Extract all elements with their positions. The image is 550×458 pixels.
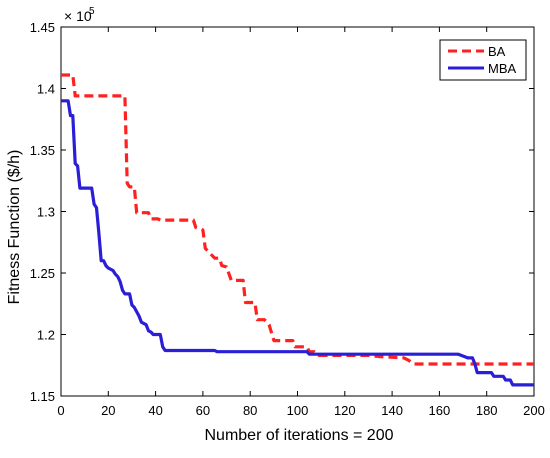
x-tick-label: 200 [523, 403, 545, 418]
x-axis-label: Number of iterations = 200 [205, 427, 394, 444]
y-multiplier-base: × 10 [64, 8, 92, 24]
y-tick-label: 1.35 [30, 143, 55, 158]
y-multiplier-exponent: 5 [89, 6, 95, 17]
x-tick-label: 20 [101, 403, 115, 418]
y-tick-label: 1.15 [30, 389, 55, 404]
y-tick-label: 1.3 [37, 205, 55, 220]
plot-area [60, 26, 535, 397]
x-tick-label: 100 [287, 403, 309, 418]
x-tick-label: 140 [381, 403, 403, 418]
x-tick-label: 120 [334, 403, 356, 418]
series-layer [61, 73, 534, 387]
y-tick-label: 1.45 [30, 20, 55, 35]
ticks-layer: 0 20 40 60 80 100 120 140 160 180 200 1.15 1.2 1.25 1.… [30, 20, 545, 418]
x-tick-label: 160 [429, 403, 451, 418]
legend-label-ba: BA [488, 44, 506, 59]
legend-box [439, 39, 527, 81]
x-tick-label: 60 [196, 403, 210, 418]
legend-label-mba: MBA [488, 61, 517, 76]
x-tick-label: 40 [148, 403, 162, 418]
y-axis-label: Fitness Function ($/h) [6, 150, 23, 305]
axes-frame [60, 26, 535, 397]
x-tick-label: 80 [243, 403, 257, 418]
x-tick-label: 180 [476, 403, 498, 418]
y-tick-label: 1.2 [37, 328, 55, 343]
y-tick-label: 1.25 [30, 266, 55, 281]
series-line-mba [61, 99, 534, 387]
x-tick-label: 0 [57, 403, 64, 418]
y-tick-label: 1.4 [37, 82, 55, 97]
legend: BA MBA [439, 39, 527, 81]
series-line-ba [61, 73, 534, 366]
